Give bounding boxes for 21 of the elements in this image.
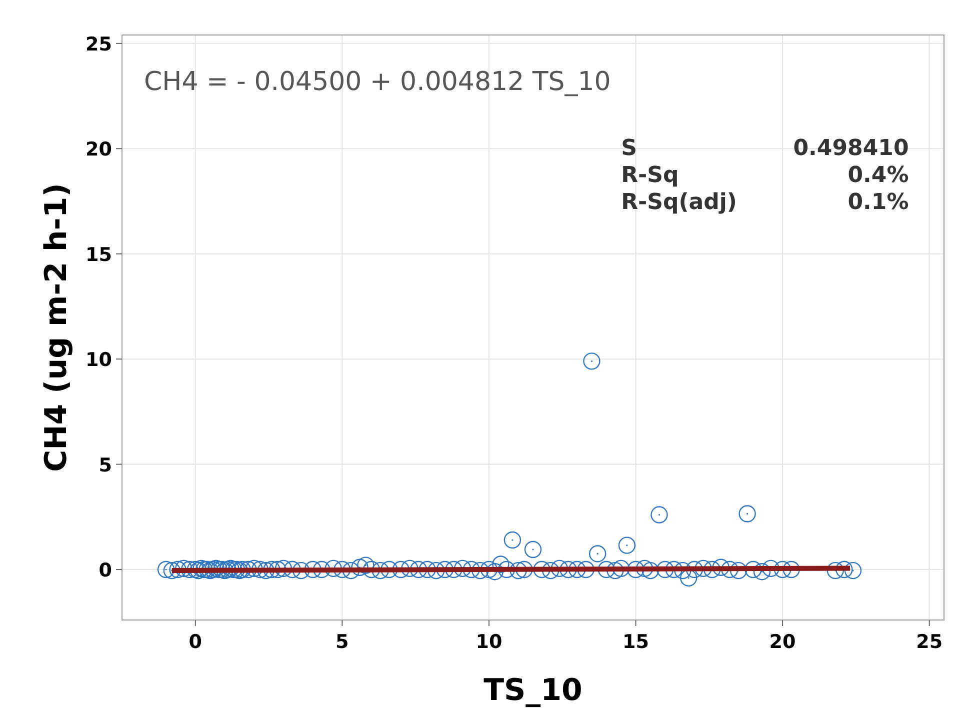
y-tick-label: 5 <box>98 454 112 476</box>
annotation: R-Sq <box>621 163 679 188</box>
y-tick-label: 0 <box>98 559 112 582</box>
x-tick-label: 5 <box>336 631 349 653</box>
y-tick-label: 20 <box>86 138 112 161</box>
annotation: 0.4% <box>848 163 909 188</box>
annotation: CH4 = - 0.04500 + 0.004812 TS_10 <box>144 67 611 97</box>
x-tick-label: 10 <box>476 631 502 653</box>
x-axis-title: TS_10 <box>484 673 582 708</box>
x-tick-label: 15 <box>622 631 649 653</box>
annotation: R-Sq(adj) <box>621 190 737 215</box>
x-tick-label: 25 <box>916 631 943 653</box>
y-tick-label: 15 <box>86 244 112 266</box>
x-tick-label: 20 <box>769 631 796 653</box>
annotation: S <box>621 136 637 161</box>
y-tick-label: 25 <box>86 33 112 56</box>
y-axis-title: CH4 (ug m-2 h-1) <box>39 183 74 472</box>
annotation: 0.1% <box>848 190 909 215</box>
y-tick-label: 10 <box>86 349 112 372</box>
annotation: 0.498410 <box>793 136 909 161</box>
x-tick-label: 0 <box>188 631 202 653</box>
